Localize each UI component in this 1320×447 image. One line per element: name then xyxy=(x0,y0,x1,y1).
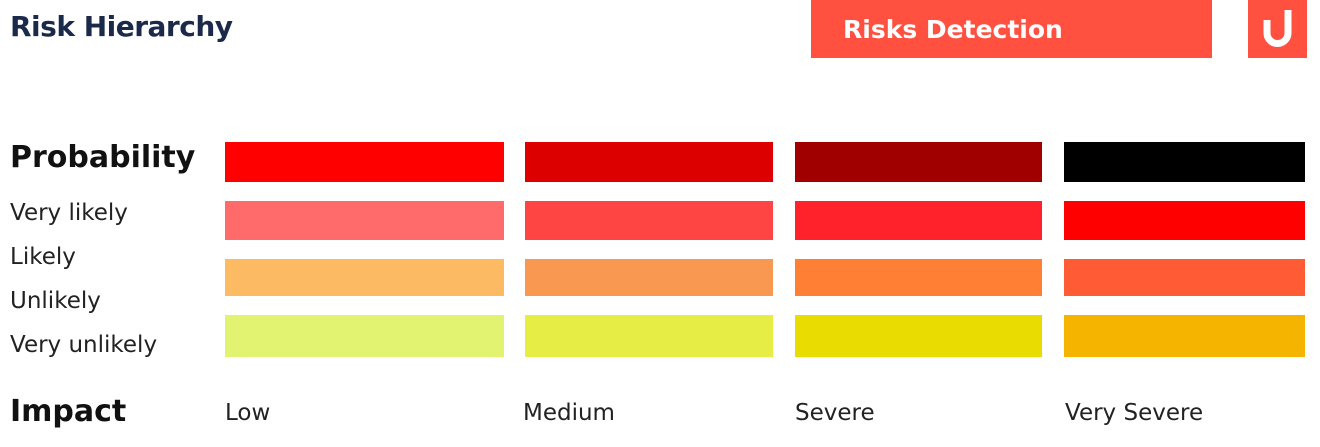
impact-label-very-severe: Very Severe xyxy=(1065,400,1204,426)
risk-cell-likely-low xyxy=(225,259,504,296)
header-cell-medium xyxy=(525,142,773,182)
header-cell-low xyxy=(225,142,504,182)
risk-cell-likely-very-severe xyxy=(1064,259,1305,296)
probability-label-unlikely: Unlikely xyxy=(10,288,101,314)
risk-cell-very-likely-medium xyxy=(525,201,773,240)
risk-cell-very-likely-low xyxy=(225,201,504,240)
risk-cell-very-likely-severe xyxy=(795,201,1042,240)
probability-heading: Probability xyxy=(10,140,196,175)
header-cell-very-severe xyxy=(1064,142,1305,182)
risk-cell-unlikely-severe xyxy=(795,315,1042,357)
risks-detection-banner: Risks Detection xyxy=(811,0,1212,58)
header-cell-severe xyxy=(795,142,1042,182)
impact-heading: Impact xyxy=(10,394,127,429)
brand-logo-icon xyxy=(1248,0,1307,58)
page-title: Risk Hierarchy xyxy=(10,10,233,43)
risk-cell-likely-severe xyxy=(795,259,1042,296)
banner-label: Risks Detection xyxy=(843,15,1063,44)
risk-cell-very-likely-very-severe xyxy=(1064,201,1305,240)
impact-label-low: Low xyxy=(225,400,271,426)
probability-label-very-unlikely: Very unlikely xyxy=(10,332,158,358)
impact-label-medium: Medium xyxy=(523,400,615,426)
impact-label-severe: Severe xyxy=(795,400,875,426)
risk-cell-unlikely-medium xyxy=(525,315,773,357)
probability-label-very-likely: Very likely xyxy=(10,200,128,226)
probability-label-likely: Likely xyxy=(10,244,76,270)
risk-cell-unlikely-low xyxy=(225,315,504,357)
risk-cell-unlikely-very-severe xyxy=(1064,315,1305,357)
risk-cell-likely-medium xyxy=(525,259,773,296)
